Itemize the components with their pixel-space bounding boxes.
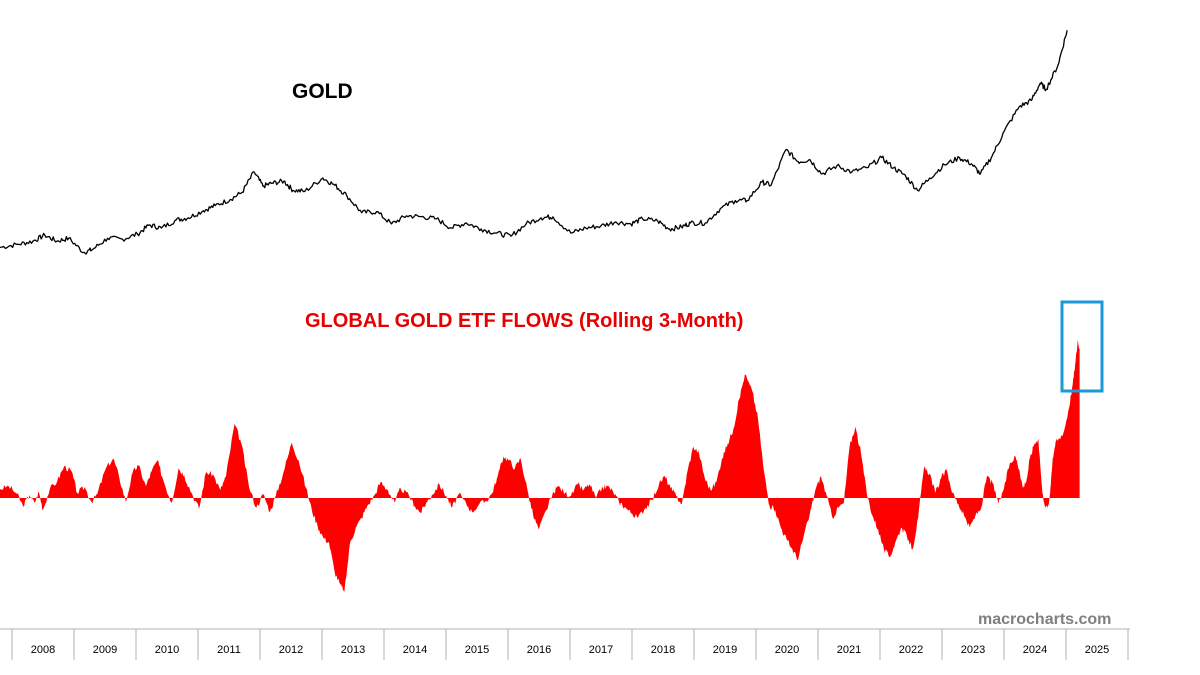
x-tick-label: 2011 xyxy=(217,644,241,656)
x-tick-label: 2010 xyxy=(155,644,179,656)
x-tick-label: 2020 xyxy=(775,644,799,656)
etf-flows-title: GLOBAL GOLD ETF FLOWS (Rolling 3-Month) xyxy=(305,310,743,332)
highlight-box xyxy=(1060,300,1104,393)
x-tick-label: 2008 xyxy=(31,644,55,656)
x-tick-label: 2009 xyxy=(93,644,117,656)
x-tick-label: 2013 xyxy=(341,644,365,656)
x-tick-label: 2016 xyxy=(527,644,551,656)
gold-title: GOLD xyxy=(292,80,353,103)
watermark: macrocharts.com xyxy=(978,611,1111,628)
x-tick-label: 2023 xyxy=(961,644,985,656)
x-tick-label: 2015 xyxy=(465,644,489,656)
x-tick-label: 2022 xyxy=(899,644,923,656)
x-tick-label: 2021 xyxy=(837,644,861,656)
x-tick-label: 2012 xyxy=(279,644,303,656)
gold-price-panel: GOLD xyxy=(0,30,1068,255)
x-tick-label: 2019 xyxy=(713,644,737,656)
x-tick-label: 2018 xyxy=(651,644,675,656)
etf-flows-area xyxy=(0,339,1080,592)
x-tick-label: 2025 xyxy=(1085,644,1109,656)
x-tick-label: 2014 xyxy=(403,644,427,656)
x-tick-label: 2017 xyxy=(589,644,613,656)
x-axis: 2008 2009 2010 2011 2012 2013 2014 2015 2016 2017… xyxy=(0,628,1130,660)
x-tick-label: 2024 xyxy=(1023,644,1047,656)
etf-flows-panel: GLOBAL GOLD ETF FLOWS (Rolling 3-Month) xyxy=(0,300,1104,592)
gold-price-line xyxy=(0,30,1068,255)
